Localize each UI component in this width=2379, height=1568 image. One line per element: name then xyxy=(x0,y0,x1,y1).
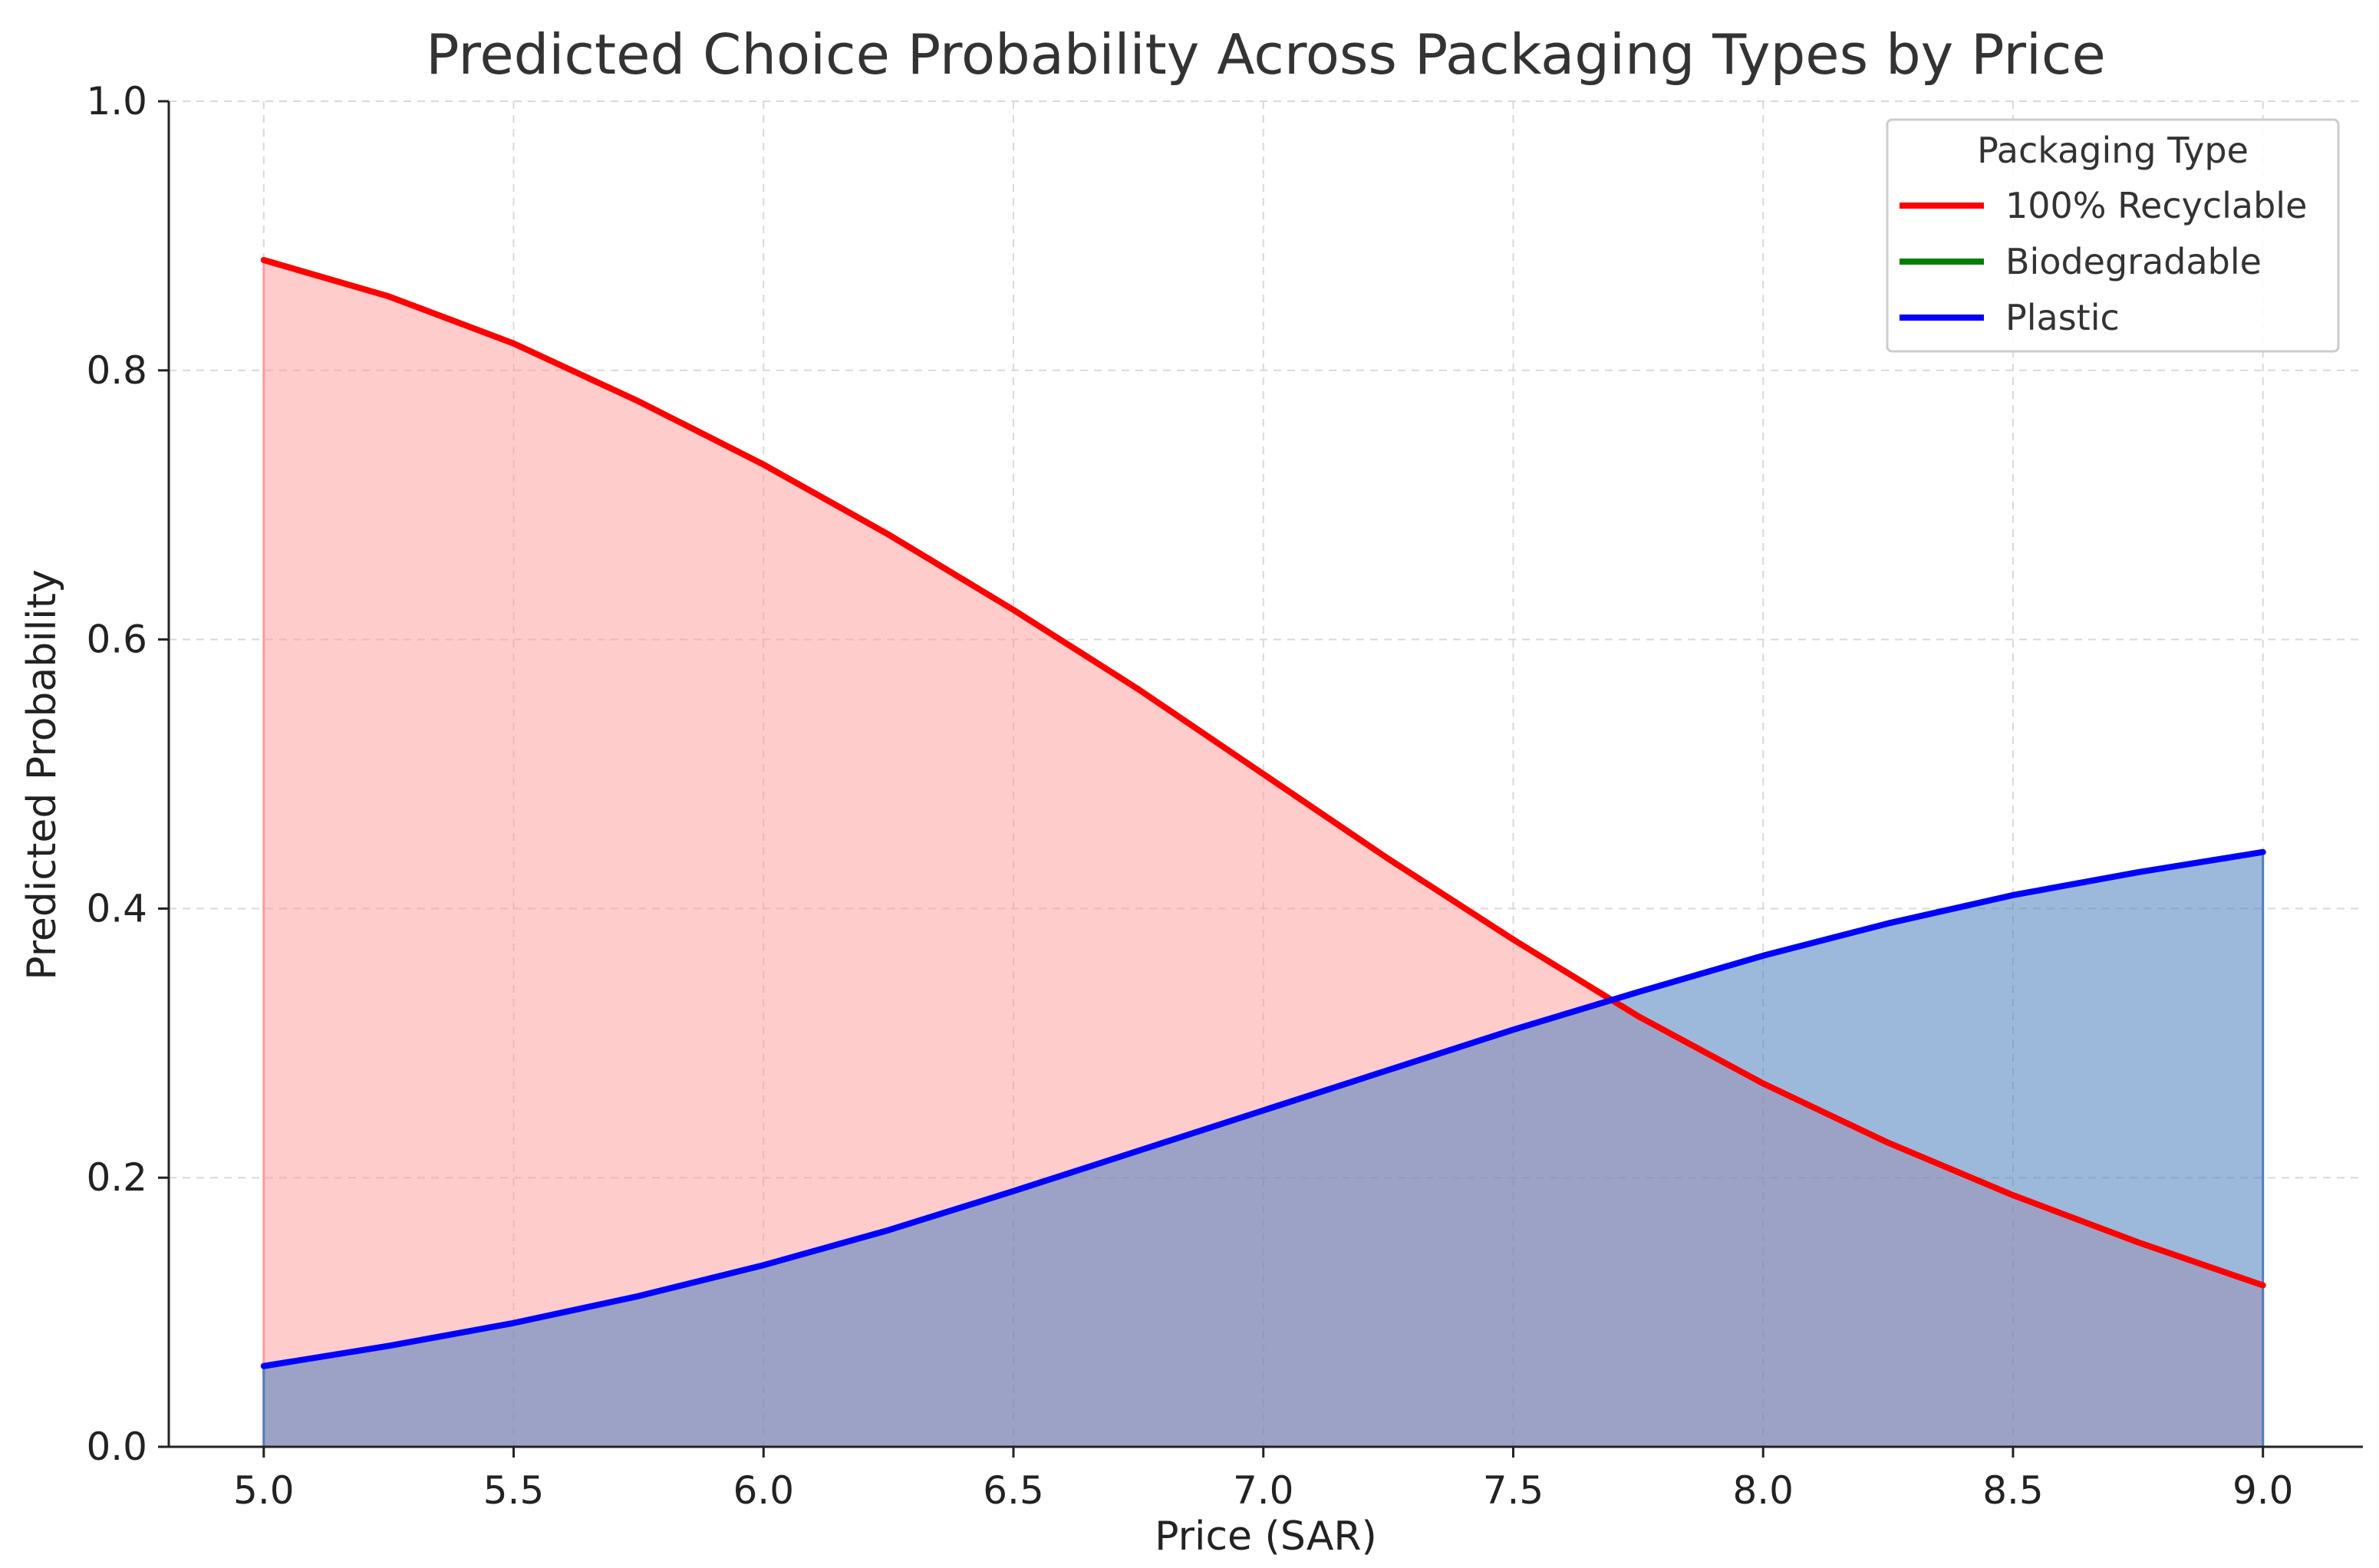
x-tick-label: 7.5 xyxy=(1483,1468,1544,1513)
y-tick-label: 0.0 xyxy=(86,1425,147,1469)
x-tick-label: 9.0 xyxy=(2232,1468,2294,1513)
y-tick-label: 0.8 xyxy=(86,348,147,393)
legend-label-biodegradable: Biodegradable xyxy=(2005,241,2262,282)
y-tick-label: 1.0 xyxy=(86,79,147,124)
x-tick-label: 8.5 xyxy=(1982,1468,2044,1513)
x-axis-ticks: 5.0 5.5 6.0 6.5 7.0 7.5 8.0 8.5 9.0 xyxy=(233,1447,2293,1513)
x-tick-label: 6.5 xyxy=(983,1468,1044,1513)
x-tick-label: 6.0 xyxy=(733,1468,794,1513)
line-100-recyclable xyxy=(260,256,2266,1289)
x-tick-label: 7.0 xyxy=(1233,1468,1294,1513)
axes xyxy=(167,101,2363,1448)
y-tick-label: 0.2 xyxy=(86,1155,147,1200)
line-plastic xyxy=(260,848,2266,1369)
legend-frame xyxy=(1886,118,2340,353)
y-axis-ticks: 0.0 0.2 0.4 0.6 0.8 1.0 xyxy=(86,79,169,1469)
x-tick-label: 8.0 xyxy=(1732,1468,1794,1513)
y-tick-label: 0.6 xyxy=(86,618,147,662)
x-axis-label: Price (SAR) xyxy=(1155,1514,1377,1560)
series-lines xyxy=(260,256,2266,1369)
legend-title: Packaging Type xyxy=(1977,130,2249,171)
y-tick-label: 0.4 xyxy=(86,886,147,931)
legend: Packaging Type 100% Recyclable Biodegrada… xyxy=(1886,118,2340,353)
x-tick-label: 5.5 xyxy=(483,1468,545,1513)
legend-label-plastic: Plastic xyxy=(2005,297,2120,338)
legend-label-100-recyclable: 100% Recyclable xyxy=(2005,185,2307,226)
x-tick-label: 5.0 xyxy=(233,1468,295,1513)
y-axis-label: Predicted Probability xyxy=(19,569,65,980)
chart-title: Predicted Choice Probability Across Pack… xyxy=(426,22,2106,87)
